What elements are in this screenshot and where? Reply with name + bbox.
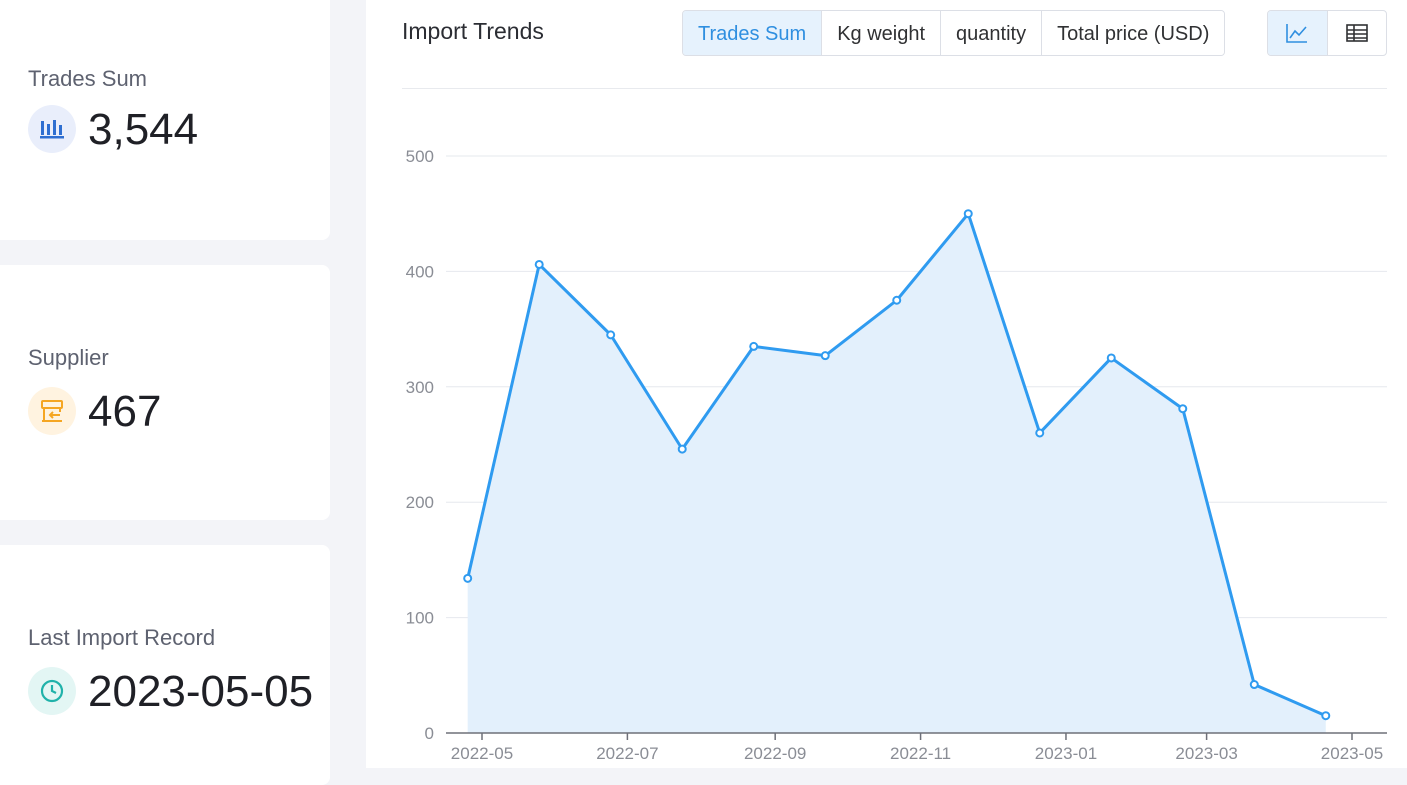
table-icon [1345, 24, 1368, 42]
y-tick-label: 100 [406, 609, 434, 628]
data-point[interactable] [1321, 711, 1331, 721]
area-fill [467, 213, 1326, 733]
trades-sum-value: 3,544 [88, 105, 199, 154]
last-import-value: 2023-05-05 [88, 667, 314, 716]
data-point[interactable] [1249, 680, 1259, 690]
trades-sum-card: Trades Sum 3,544 [0, 0, 330, 240]
line-chart-view-button[interactable] [1268, 11, 1327, 55]
line-chart-icon [1286, 24, 1308, 43]
import-trends-panel: Import Trends Trades Sum Kg weight quant… [366, 0, 1407, 768]
x-tick-label: 2022-11 [890, 744, 951, 763]
x-tick-label: 2022-05 [451, 744, 513, 763]
supplier-label: Supplier [28, 345, 109, 370]
x-tick-label: 2022-07 [596, 744, 658, 763]
tab-quantity[interactable]: quantity [940, 11, 1042, 55]
tab-total-price[interactable]: Total price (USD) [1041, 11, 1225, 55]
last-import-card: Last Import Record 2023-05-05 [0, 545, 330, 785]
data-point[interactable] [820, 351, 830, 361]
y-tick-label: 500 [406, 147, 434, 166]
y-tick-label: 300 [406, 378, 434, 397]
clock-icon [28, 667, 76, 715]
panel-title: Import Trends [402, 18, 544, 44]
x-tick-label: 2023-01 [1035, 744, 1097, 763]
data-point[interactable] [963, 209, 973, 219]
view-toggle-group [1267, 10, 1387, 56]
trades-sum-label: Trades Sum [28, 66, 148, 91]
table-view-button[interactable] [1326, 11, 1387, 55]
data-point[interactable] [1178, 404, 1188, 414]
tab-kg-weight[interactable]: Kg weight [821, 11, 941, 55]
x-tick-label: 2023-05 [1321, 744, 1383, 763]
data-point[interactable] [534, 259, 544, 269]
y-tick-label: 400 [406, 262, 434, 281]
data-point[interactable] [749, 341, 759, 351]
last-import-label: Last Import Record [28, 625, 216, 650]
data-point[interactable] [1035, 428, 1045, 438]
import-trends-chart: 0 100 200 300 400 500 2022-05 2022-07 2022-09 20… [406, 147, 1387, 763]
supplier-value: 467 [88, 387, 162, 436]
x-tick-label: 2022-09 [744, 744, 806, 763]
data-point[interactable] [677, 444, 687, 454]
x-tick-label: 2023-03 [1175, 744, 1237, 763]
header-divider [402, 88, 1387, 89]
metric-tab-group: Trades Sum Kg weight quantity Total pric… [682, 10, 1226, 56]
store-icon [28, 387, 76, 435]
data-point[interactable] [463, 573, 473, 583]
tab-trades-sum[interactable]: Trades Sum [683, 11, 822, 55]
bar-chart-icon [28, 105, 76, 153]
data-point[interactable] [1106, 353, 1116, 363]
supplier-card: Supplier 467 [0, 265, 330, 520]
y-tick-label: 0 [425, 724, 434, 743]
data-point[interactable] [606, 330, 616, 340]
y-tick-label: 200 [406, 493, 434, 512]
data-point[interactable] [892, 295, 902, 305]
